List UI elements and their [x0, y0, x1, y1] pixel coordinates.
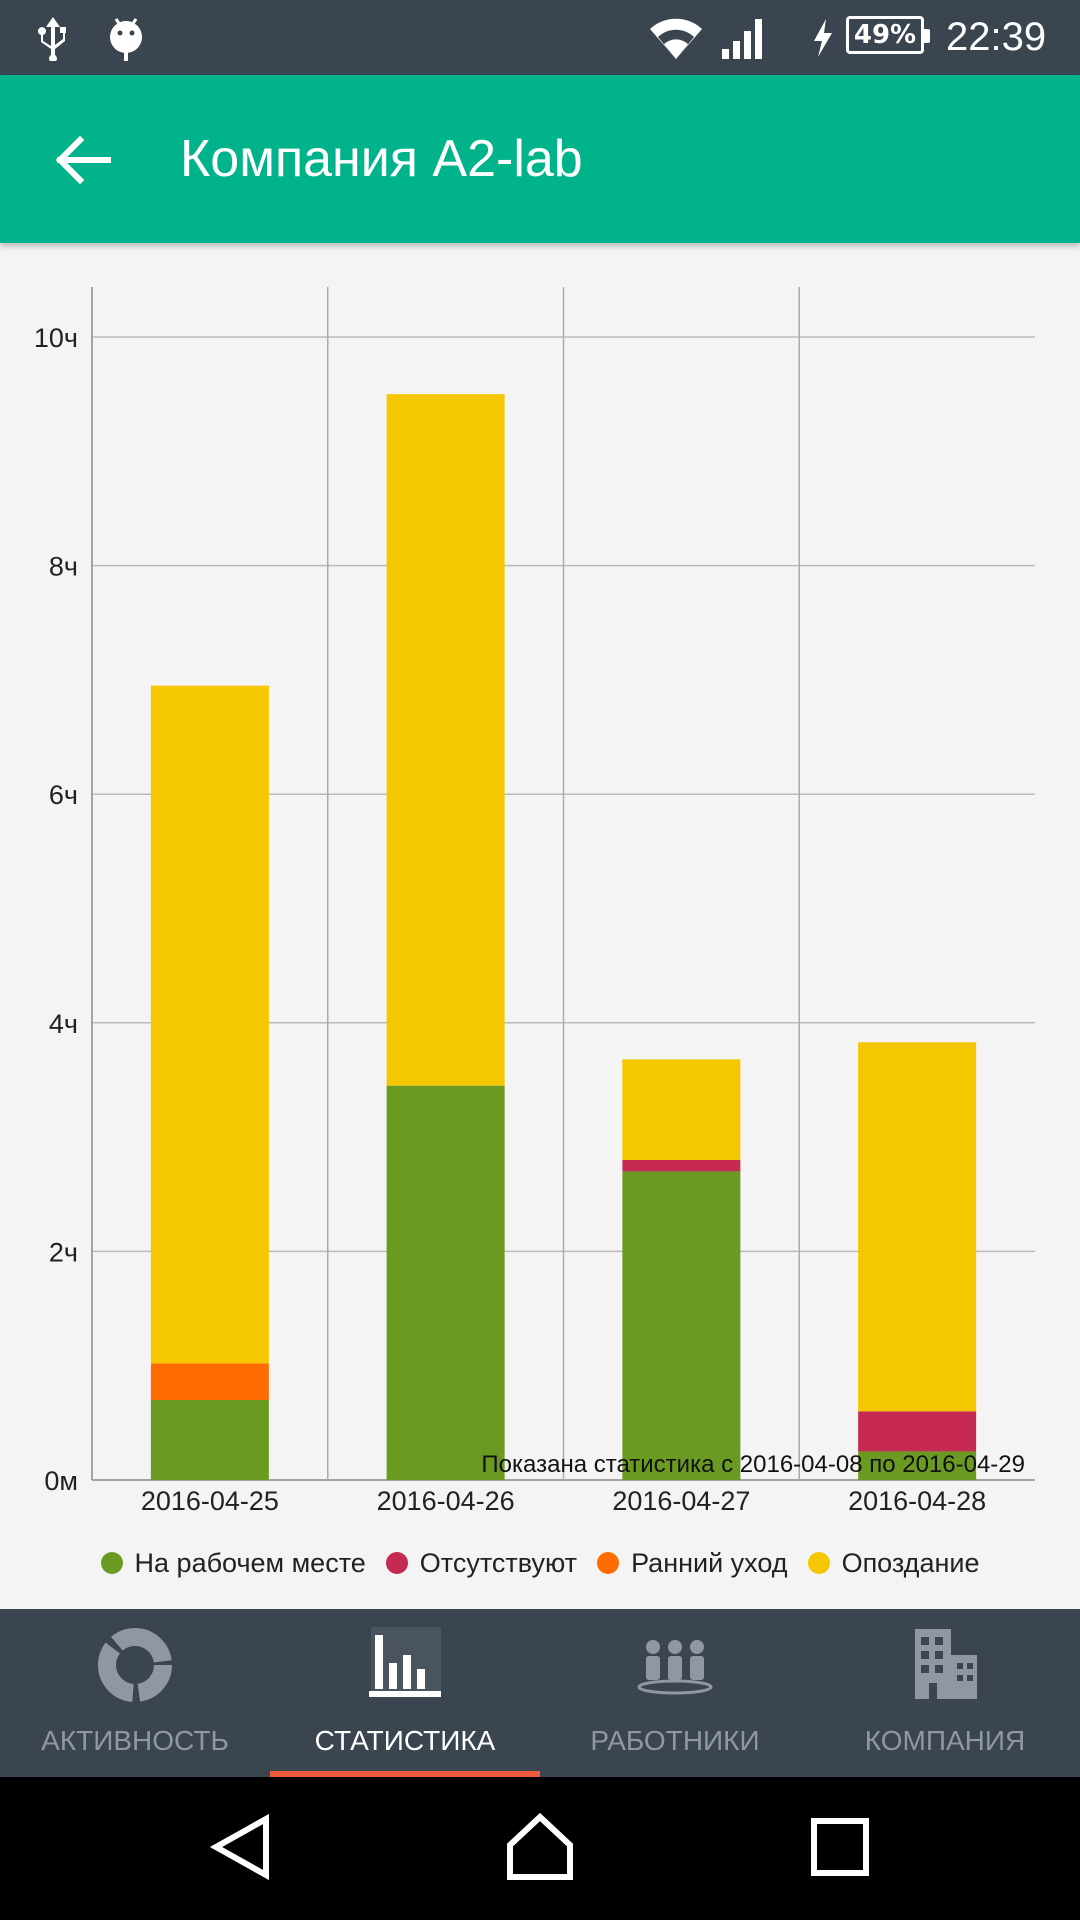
bar-chart-icon	[369, 1627, 441, 1697]
y-tick-label: 0м	[44, 1466, 78, 1496]
y-tick-label: 8ч	[49, 552, 78, 582]
status-bar: 49% 22:39	[0, 0, 1080, 75]
legend-dot	[807, 1552, 830, 1574]
bar-segment	[622, 1171, 741, 1480]
bar-segment	[150, 1399, 269, 1480]
home-icon[interactable]	[500, 1807, 580, 1887]
tab-workers[interactable]: РАБОТНИКИ	[540, 1609, 810, 1777]
x-tick-label: 2016-04-28	[848, 1486, 986, 1516]
battery-icon: 49%	[846, 16, 930, 54]
bar-segment	[150, 1363, 269, 1400]
x-tick-label: 2016-04-25	[141, 1486, 279, 1516]
signal-icon	[720, 0, 768, 75]
page-title: Компания A2-lab	[180, 130, 583, 188]
back-triangle-icon[interactable]	[200, 1807, 280, 1887]
tab-label: СТАТИСТИКА	[314, 1725, 496, 1756]
x-tick-label: 2016-04-26	[377, 1486, 515, 1516]
status-clock: 22:39	[946, 15, 1047, 59]
tab-label: АКТИВНОСТЬ	[41, 1725, 229, 1756]
x-tick-label: 2016-04-27	[612, 1486, 750, 1516]
legend-label: Опоздание	[841, 1547, 980, 1578]
activity-donut-icon	[98, 1628, 172, 1702]
legend-item: На рабочем месте	[100, 1547, 366, 1579]
bar-segment	[858, 1451, 977, 1480]
bar-segment	[858, 1042, 977, 1412]
y-tick-label: 6ч	[49, 780, 78, 810]
charging-icon	[810, 0, 836, 75]
legend-dot	[597, 1552, 620, 1574]
tab-label: КОМПАНИЯ	[864, 1725, 1026, 1756]
tab-label: РАБОТНИКИ	[590, 1725, 760, 1756]
y-tick-label: 4ч	[49, 1009, 78, 1039]
chart-svg: 0м 2ч 4ч 6ч 8ч 10ч 2016-04-25 2016-04-26 2016-04…	[34, 287, 1035, 1516]
stacked-bar-chart: 0м 2ч 4ч 6ч 8ч 10ч 2016-04-25 2016-04-26 2016-04…	[0, 243, 1080, 1605]
chart-annotation: Показана статистика с 2016-04-08 по 2016…	[481, 1451, 1025, 1478]
arrow-back-icon[interactable]	[50, 125, 120, 195]
bar-segment	[858, 1411, 977, 1452]
tab-activity[interactable]: АКТИВНОСТЬ	[0, 1609, 270, 1777]
legend-item: Отсутствуют	[385, 1547, 578, 1579]
bar-segment	[622, 1059, 741, 1160]
legend-item: Ранний уход	[597, 1548, 788, 1579]
bar-segment	[150, 685, 269, 1364]
android-debug-icon	[106, 0, 146, 75]
tab-company[interactable]: КОМПАНИЯ	[810, 1609, 1080, 1777]
legend-item: Опоздание	[807, 1547, 980, 1579]
active-tab-indicator	[270, 1771, 540, 1777]
bottom-nav: АКТИВНОСТЬ СТАТИСТИКА РАБОТНИКИ	[0, 1609, 1080, 1777]
usb-icon	[36, 0, 70, 75]
chart-legend: На рабочем месте Отсутствуют Ранний уход Оп…	[0, 1540, 1080, 1586]
y-tick-label: 2ч	[49, 1237, 78, 1267]
recents-icon[interactable]	[800, 1807, 880, 1887]
legend-dot	[100, 1552, 123, 1574]
y-tick-label: 10ч	[34, 323, 78, 353]
legend-label: Ранний уход	[631, 1547, 788, 1578]
legend-dot	[385, 1552, 408, 1574]
legend-label: Отсутствуют	[419, 1547, 578, 1578]
system-nav-bar	[0, 1777, 1080, 1920]
tab-statistics[interactable]: СТАТИСТИКА	[270, 1609, 540, 1777]
building-icon	[915, 1629, 977, 1699]
battery-percent: 49%	[853, 20, 917, 50]
app-bar: Компания A2-lab	[0, 75, 1080, 243]
legend-label: На рабочем месте	[134, 1547, 366, 1578]
people-icon	[637, 1640, 713, 1695]
bar-segment	[386, 1085, 505, 1480]
bar-segment	[622, 1159, 741, 1172]
wifi-icon	[646, 0, 706, 75]
bar-segment	[386, 394, 505, 1086]
